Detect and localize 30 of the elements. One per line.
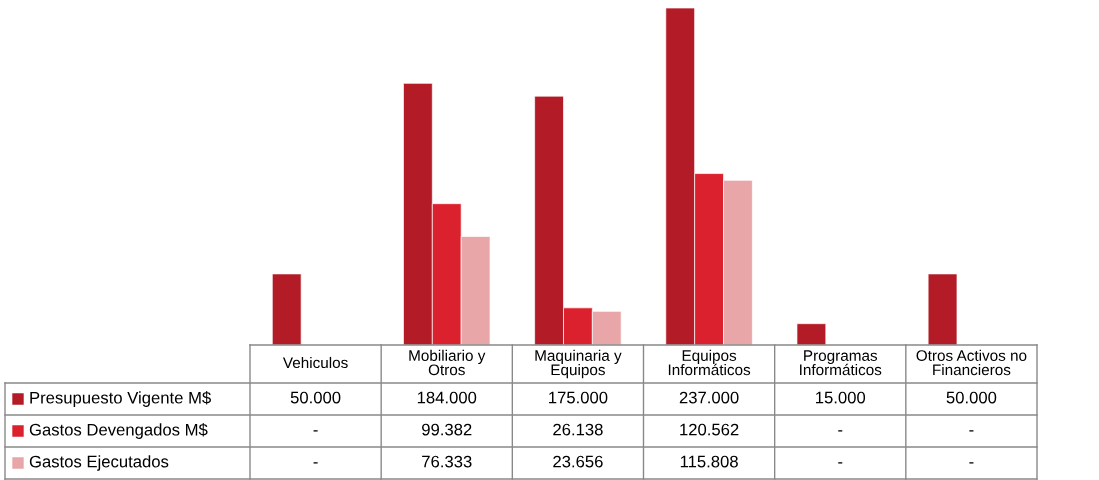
data-label: 15.000 (816, 391, 866, 404)
x-tick-label: Programas Informáticos (800, 350, 882, 376)
bar (927, 273, 958, 345)
bar (796, 323, 827, 345)
data-label: 76.333 (422, 455, 472, 468)
x-tick-label: Maquinaria y Equipos (535, 349, 622, 379)
text: - (313, 462, 318, 464)
data-label: 26.138 (553, 423, 603, 436)
x-tick-label: Vehiculos (282, 356, 348, 369)
text: - (969, 430, 974, 432)
data-label: 237.000 (679, 391, 739, 404)
text: - (313, 430, 318, 432)
legend-label: Gastos Devengados M$ (29, 423, 208, 439)
data-label: 23.656 (553, 455, 603, 468)
data-label: 99.382 (422, 423, 472, 436)
data-label: 184.000 (417, 391, 477, 404)
legend-label: Gastos Ejecutados (29, 455, 169, 471)
data-label: 50.000 (946, 391, 997, 404)
data-label: 115.808 (680, 455, 738, 468)
data-label: 175.000 (549, 391, 608, 404)
x-tick-label: Equipos Informáticos (668, 349, 751, 376)
x-tick-label: Otros Activos no Financieros (916, 349, 1027, 376)
x-tick-label: Mobiliario y Otros (409, 349, 486, 376)
data-label: 50.000 (290, 391, 341, 404)
data-label: 120.562 (680, 423, 739, 436)
text: - (838, 430, 843, 432)
text: - (838, 462, 843, 464)
text: - (969, 462, 974, 464)
bar (271, 273, 302, 345)
legend-label: Presupuesto Vigente M$ (30, 391, 211, 407)
